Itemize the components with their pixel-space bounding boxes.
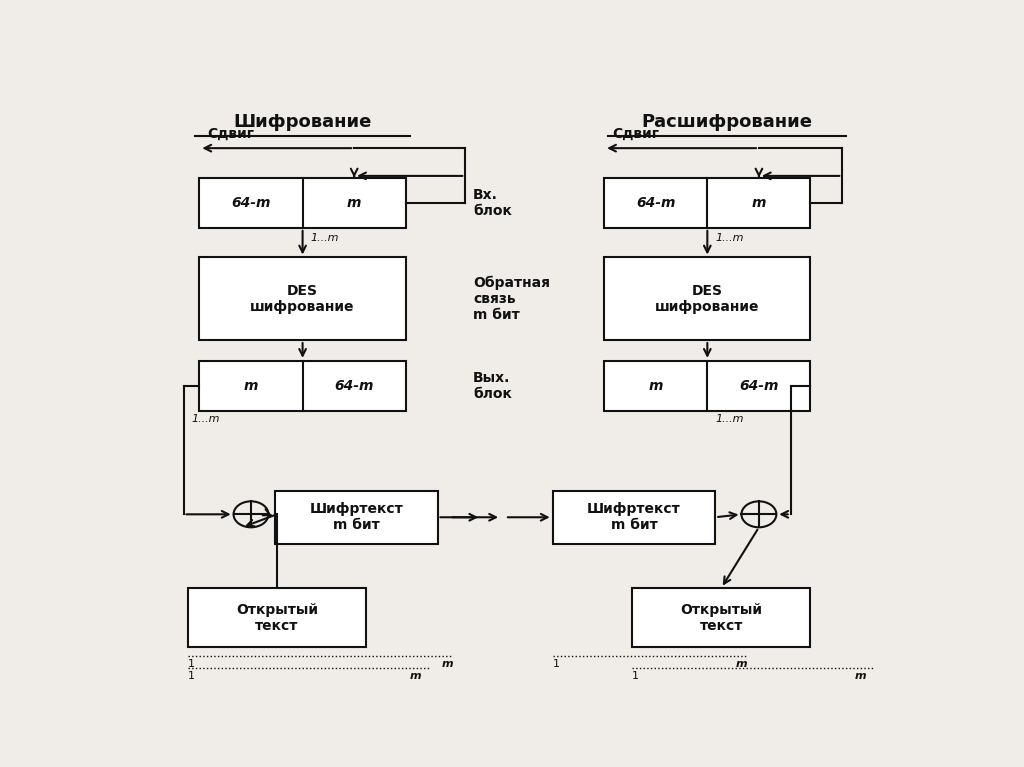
- FancyBboxPatch shape: [200, 178, 406, 228]
- Text: Сдвиг: Сдвиг: [612, 127, 659, 141]
- Text: Сдвиг: Сдвиг: [207, 127, 254, 141]
- Text: 1...m: 1...m: [191, 414, 220, 424]
- Text: m: m: [441, 659, 454, 669]
- Text: DES
шифрование: DES шифрование: [655, 284, 760, 314]
- FancyBboxPatch shape: [274, 491, 437, 544]
- Text: Шифрование: Шифрование: [233, 113, 372, 130]
- Text: DES
шифрование: DES шифрование: [250, 284, 355, 314]
- FancyBboxPatch shape: [604, 258, 811, 340]
- Text: m: m: [244, 379, 258, 393]
- FancyBboxPatch shape: [200, 360, 406, 411]
- Text: m: m: [648, 379, 663, 393]
- FancyBboxPatch shape: [604, 178, 811, 228]
- Text: Открытый
текст: Открытый текст: [680, 603, 762, 633]
- FancyBboxPatch shape: [553, 491, 715, 544]
- Text: Вх.
блок: Вх. блок: [473, 188, 512, 218]
- Text: 1: 1: [187, 659, 195, 669]
- Text: Открытый
текст: Открытый текст: [236, 603, 317, 633]
- FancyBboxPatch shape: [200, 258, 406, 340]
- Text: 1: 1: [187, 671, 195, 681]
- Text: 1...m: 1...m: [715, 414, 743, 424]
- Text: m: m: [752, 196, 766, 210]
- Text: Расшифрование: Расшифрование: [642, 113, 813, 130]
- Text: 1: 1: [553, 659, 559, 669]
- Text: Шифртекст
m бит: Шифртекст m бит: [587, 502, 681, 532]
- Text: 1: 1: [632, 671, 639, 681]
- Text: 1...m: 1...m: [310, 232, 339, 242]
- Text: 64-m: 64-m: [231, 196, 270, 210]
- FancyBboxPatch shape: [632, 588, 811, 647]
- Text: 64-m: 64-m: [335, 379, 374, 393]
- Text: 1...m: 1...m: [715, 232, 743, 242]
- Text: m: m: [347, 196, 361, 210]
- Text: 64-m: 64-m: [739, 379, 778, 393]
- Text: m: m: [854, 671, 866, 681]
- Text: Шифртекст
m бит: Шифртекст m бит: [309, 502, 403, 532]
- Text: m: m: [735, 659, 748, 669]
- Text: 64-m: 64-m: [636, 196, 676, 210]
- Text: m: m: [410, 671, 422, 681]
- FancyBboxPatch shape: [187, 588, 367, 647]
- Text: Вых.
блок: Вых. блок: [473, 370, 512, 401]
- FancyBboxPatch shape: [604, 360, 811, 411]
- Text: Обратная
связь
m бит: Обратная связь m бит: [473, 275, 550, 322]
